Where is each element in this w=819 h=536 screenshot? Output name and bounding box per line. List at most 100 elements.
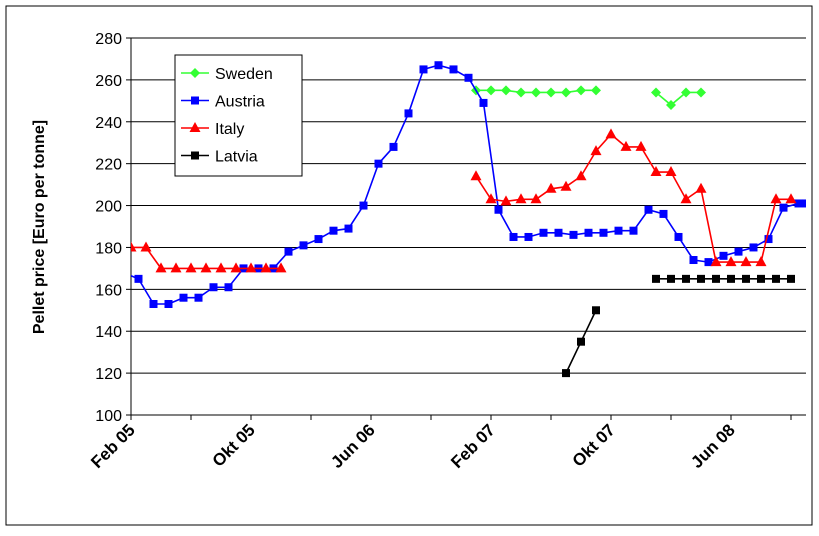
data-point: [755, 256, 767, 267]
data-point: [682, 274, 690, 283]
data-point: [501, 85, 511, 96]
y-tick-label: 220: [95, 157, 122, 174]
series-line: [655, 91, 701, 107]
data-point: [740, 256, 752, 267]
data-point: [591, 85, 601, 96]
data-point: [170, 262, 182, 273]
data-point: [764, 235, 773, 244]
data-point: [194, 293, 203, 302]
data-point: [577, 337, 585, 346]
data-point: [149, 299, 158, 308]
data-point: [590, 145, 602, 156]
data-point: [275, 262, 287, 273]
data-point: [486, 85, 496, 96]
data-point: [779, 203, 788, 212]
data-point: [742, 274, 750, 283]
y-tick-label: 180: [95, 240, 122, 257]
data-point: [140, 241, 152, 252]
data-point: [644, 205, 653, 214]
data-point: [359, 201, 368, 210]
data-point: [560, 180, 572, 191]
data-point: [191, 151, 199, 160]
y-tick-label: 240: [95, 115, 122, 132]
data-point: [554, 228, 563, 237]
data-point: [134, 274, 143, 283]
data-point: [500, 195, 512, 206]
data-point: [704, 258, 713, 267]
legend-label: Sweden: [215, 66, 273, 83]
data-point: [189, 122, 201, 132]
legend-label: Italy: [215, 121, 244, 138]
data-point: [404, 109, 413, 118]
data-point: [561, 87, 571, 98]
data-point: [666, 100, 676, 111]
data-point: [620, 140, 632, 151]
data-point: [131, 241, 137, 252]
data-point: [659, 209, 668, 218]
data-point: [185, 262, 197, 273]
data-point: [260, 262, 272, 273]
y-tick-label: 280: [95, 31, 122, 48]
legend-label: Latvia: [215, 149, 258, 166]
y-tick-label: 200: [95, 199, 122, 216]
y-axis-title: Pellet price [Euro per tonne]: [31, 120, 48, 334]
data-point: [179, 293, 188, 302]
data-point: [569, 230, 578, 239]
data-point: [155, 262, 167, 273]
data-point: [224, 283, 233, 292]
data-point: [209, 283, 218, 292]
data-point: [712, 274, 720, 283]
data-point: [509, 232, 518, 241]
data-point: [725, 256, 737, 267]
series-sweden: [471, 85, 706, 111]
data-point: [314, 235, 323, 244]
data-point: [215, 262, 227, 273]
data-point: [485, 193, 497, 204]
data-point: [230, 262, 242, 273]
data-point: [515, 193, 527, 204]
data-point: [635, 140, 647, 151]
y-tick-label: 120: [95, 366, 122, 383]
data-point: [531, 87, 541, 98]
data-point: [710, 256, 722, 267]
data-point: [419, 65, 428, 74]
y-tick-label: 100: [95, 408, 122, 425]
data-point: [770, 193, 782, 204]
data-point: [719, 251, 728, 260]
chart-border: [5, 5, 813, 526]
y-tick-label: 260: [95, 73, 122, 90]
data-point: [524, 232, 533, 241]
data-point: [389, 142, 398, 151]
data-point: [599, 228, 608, 237]
data-point: [449, 65, 458, 74]
legend: Sweden Austria Italy Latvia: [174, 54, 303, 177]
data-point: [674, 232, 683, 241]
data-point: [546, 87, 556, 98]
data-point: [802, 199, 806, 208]
data-point: [651, 87, 661, 98]
data-point: [785, 193, 797, 204]
data-point: [470, 170, 482, 181]
data-point: [344, 224, 353, 233]
data-point: [772, 274, 780, 283]
data-point: [629, 226, 638, 235]
legend-label: Austria: [215, 94, 265, 111]
data-point: [689, 256, 698, 265]
data-point: [696, 87, 706, 98]
data-point: [667, 274, 675, 283]
data-point: [681, 87, 691, 98]
data-point: [727, 274, 735, 283]
data-point: [516, 87, 526, 98]
data-point: [680, 193, 692, 204]
data-point: [374, 159, 383, 168]
series-italy: [131, 128, 797, 273]
data-point: [614, 226, 623, 235]
data-point: [479, 98, 488, 107]
data-point: [284, 247, 293, 256]
data-point: [190, 68, 200, 78]
y-tick-label: 160: [95, 282, 122, 299]
data-point: [494, 205, 503, 214]
data-point: [575, 170, 587, 181]
